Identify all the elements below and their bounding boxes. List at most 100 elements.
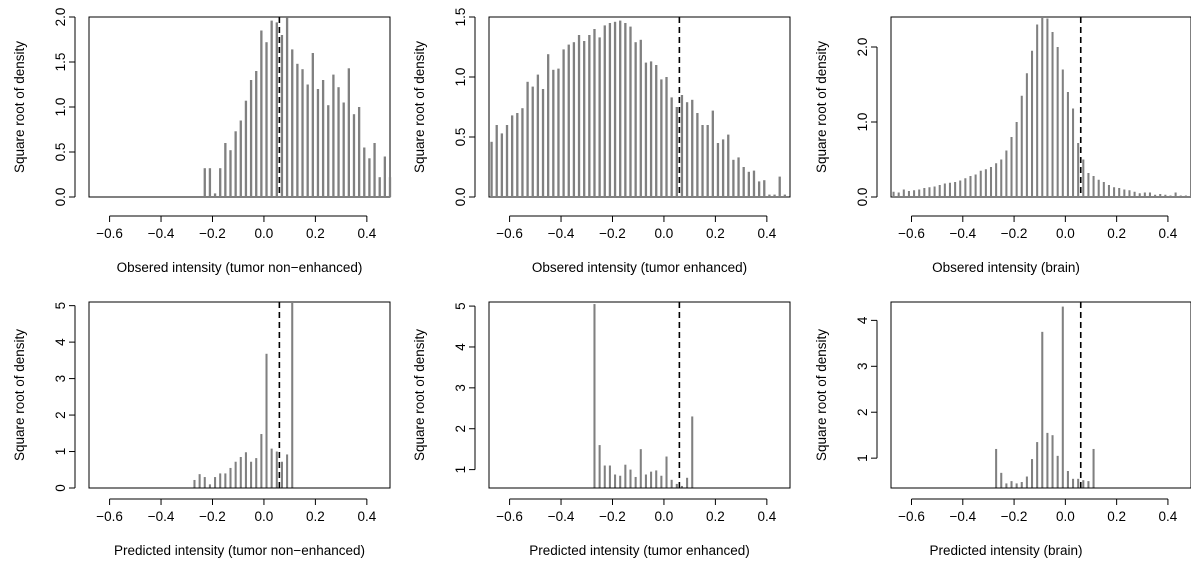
bar [711, 110, 714, 197]
bar [608, 23, 612, 197]
bar [286, 454, 289, 488]
bar [577, 35, 581, 197]
bar [629, 469, 632, 488]
y-tick-label: 3 [855, 363, 870, 371]
bar [363, 147, 366, 197]
bar [933, 186, 936, 197]
bar [964, 178, 967, 197]
bar [250, 461, 253, 488]
bar [1036, 24, 1039, 197]
x-tick-label: 0.2 [306, 509, 325, 524]
bars [593, 304, 694, 488]
x-tick-label: −0.6 [898, 226, 925, 241]
y-tick-label: 5 [453, 302, 468, 310]
bar [644, 474, 647, 488]
bar [291, 302, 294, 488]
bar [1020, 95, 1023, 197]
bar [665, 456, 668, 488]
bar [265, 353, 268, 488]
bar [255, 71, 258, 197]
bar [1066, 471, 1069, 488]
x-tick-label: −0.6 [496, 509, 523, 524]
y-tick-label: 1.0 [855, 113, 870, 132]
bar [624, 23, 627, 197]
bar [701, 125, 704, 197]
x-tick-label: 0.2 [706, 226, 725, 241]
x-axis-title: Obsered intensity (tumor non−enhanced) [117, 260, 363, 275]
y-tick-label: 1 [855, 454, 870, 462]
bar [655, 65, 658, 197]
x-tick-label: 0.0 [1056, 226, 1075, 241]
x-tick-label: −0.2 [199, 226, 226, 241]
bar [505, 125, 509, 197]
bar [583, 41, 586, 197]
bar [357, 107, 361, 197]
bar [1087, 481, 1090, 488]
bar [1174, 192, 1177, 197]
bar [516, 113, 519, 197]
bar [1010, 137, 1013, 197]
bar [378, 177, 381, 197]
bar [265, 42, 268, 198]
bar [665, 77, 668, 197]
plot-frame [488, 16, 791, 198]
bar [660, 79, 663, 197]
bar [383, 156, 387, 197]
bar [275, 22, 278, 198]
bar [332, 74, 335, 197]
bar [969, 176, 972, 197]
panel-2: −0.6 −0.4 −0.2 0.0 0.2 0.4 0.0 0.5 1.0 1.5 Obsered… [412, 8, 791, 275]
bar [675, 107, 678, 197]
bar [655, 470, 658, 488]
bar [249, 80, 253, 197]
panel-3: −0.6 −0.4 −0.2 0.0 0.2 0.4 0.0 1.0 2.0 Obsered in… [814, 16, 1191, 275]
bar [603, 25, 606, 198]
bar [1041, 331, 1044, 488]
x-tick-label: −0.6 [96, 226, 123, 241]
bar [686, 477, 689, 488]
plot-frame [88, 301, 391, 489]
bar [1025, 73, 1028, 197]
bar [639, 449, 642, 488]
y-axis-title: Square root of density [12, 329, 27, 461]
y-tick-label: 4 [855, 316, 870, 324]
bar [291, 49, 294, 198]
bar [634, 476, 637, 488]
y-tick-label: 1.0 [453, 68, 468, 87]
y-tick-label: 0.0 [855, 188, 870, 207]
bar [634, 42, 637, 198]
panel-4: −0.6 −0.4 −0.2 0.0 0.2 0.4 0 1 2 3 4 5 Predicted int… [12, 301, 391, 558]
bar [1143, 192, 1146, 197]
bar [1072, 108, 1075, 197]
bar [619, 475, 622, 488]
bar [239, 457, 242, 488]
bar [521, 108, 524, 197]
bar [193, 479, 196, 488]
bar [510, 115, 514, 197]
bar [948, 182, 951, 197]
bar [198, 474, 201, 488]
x-tick-label: −0.6 [898, 509, 925, 524]
bar [974, 174, 977, 197]
bar [768, 194, 771, 197]
y-tick-label: 1.5 [453, 8, 468, 27]
bar [1082, 159, 1085, 197]
y-tick-label: 3 [453, 384, 468, 392]
bar [219, 168, 222, 197]
bar [567, 44, 570, 197]
bar [229, 467, 232, 488]
bar [1056, 47, 1059, 197]
bar [685, 102, 689, 197]
x-tick-label: 0.0 [655, 509, 674, 524]
bar [1077, 478, 1080, 488]
y-tick-label: 1 [453, 466, 468, 474]
bar [352, 114, 356, 197]
bar [1179, 195, 1182, 197]
bar [562, 49, 565, 198]
x-tick-label: −0.2 [599, 509, 626, 524]
bar [928, 187, 931, 197]
bar [979, 170, 982, 197]
bar [208, 168, 212, 197]
bar [495, 125, 498, 197]
x-tick-label: −0.6 [496, 226, 523, 241]
